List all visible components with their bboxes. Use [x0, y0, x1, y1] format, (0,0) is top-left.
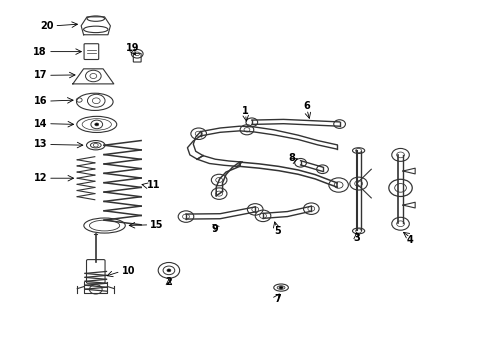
Text: 4: 4 — [406, 235, 413, 245]
Text: 10: 10 — [122, 266, 135, 276]
Circle shape — [95, 123, 99, 126]
Text: 3: 3 — [352, 233, 359, 243]
Text: 1: 1 — [242, 106, 248, 116]
Text: 12: 12 — [34, 173, 47, 183]
Circle shape — [279, 286, 283, 289]
Text: 13: 13 — [34, 139, 47, 149]
Text: 14: 14 — [34, 119, 47, 129]
Text: 18: 18 — [33, 46, 47, 57]
Text: 5: 5 — [274, 226, 281, 236]
Circle shape — [166, 269, 170, 272]
Text: 7: 7 — [274, 294, 281, 304]
Text: 6: 6 — [303, 102, 310, 112]
Text: 16: 16 — [34, 96, 47, 106]
Text: 11: 11 — [147, 180, 160, 190]
Text: 20: 20 — [40, 21, 53, 31]
Text: 8: 8 — [288, 153, 295, 163]
Text: 19: 19 — [125, 43, 139, 53]
Text: 9: 9 — [211, 225, 218, 234]
Text: 15: 15 — [150, 220, 163, 230]
Text: 17: 17 — [34, 70, 47, 80]
Text: 2: 2 — [165, 277, 172, 287]
